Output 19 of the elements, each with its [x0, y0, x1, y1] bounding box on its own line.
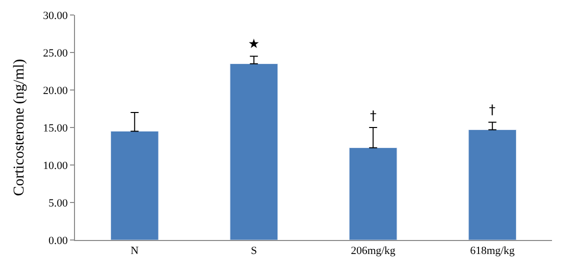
annotation: †	[370, 109, 377, 124]
annotation: †	[489, 103, 496, 118]
bar	[349, 148, 398, 240]
y-tick-label: 30.00	[43, 10, 68, 22]
x-tick-label: S	[250, 245, 257, 258]
y-axis-title: Corticosterone (ng/ml)	[11, 58, 28, 196]
bar	[230, 64, 278, 240]
y-tick-label: 25.00	[43, 47, 68, 60]
y-tick-label: 10.00	[43, 160, 68, 172]
bar	[110, 131, 159, 240]
x-tick-label: 618mg/kg	[470, 245, 516, 258]
y-tick-label: 15.00	[43, 122, 68, 134]
y-tick-label: 20.00	[43, 84, 68, 97]
y-tick-label: 0.00	[48, 234, 68, 247]
y-tick-label: 5.00	[48, 197, 68, 210]
x-tick-label: 206mg/kg	[350, 245, 396, 258]
x-tick-label: N	[130, 245, 139, 258]
bar	[468, 130, 516, 240]
annotation: ★	[248, 37, 260, 52]
